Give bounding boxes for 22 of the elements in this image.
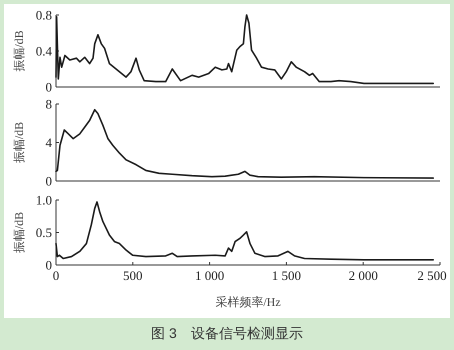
- line-series: [55, 201, 434, 261]
- y-axis-title: 振幅/dB: [12, 30, 26, 72]
- y-tick-label: 0: [46, 174, 52, 188]
- x-tick-label: 500: [123, 268, 143, 283]
- y-tick-label: 0.5: [36, 225, 52, 240]
- x-tick-label: 2 500: [417, 268, 447, 283]
- y-tick-label: 4: [46, 135, 52, 150]
- y-tick-label: 8: [46, 96, 52, 112]
- y-tick-label: 0.4: [36, 44, 52, 58]
- line-series: [55, 108, 434, 179]
- line-series: [55, 14, 434, 84]
- x-tick-label: 2 000: [348, 268, 378, 283]
- caption: 图 3 设备信号检测显示: [151, 325, 303, 341]
- y-tick-label: 0: [46, 80, 52, 94]
- x-axis-title: 采样频率/Hz: [215, 295, 281, 309]
- x-tick-label: 1 000: [194, 268, 224, 283]
- y-tick-label: 0.8: [36, 8, 52, 22]
- y-axis-title: 振幅/dB: [12, 122, 26, 164]
- x-tick-label: 1 500: [272, 268, 302, 283]
- y-tick-label: 1.0: [36, 192, 52, 208]
- y-tick-label: 0: [46, 258, 52, 272]
- y-axis-title: 振幅/dB: [12, 212, 26, 254]
